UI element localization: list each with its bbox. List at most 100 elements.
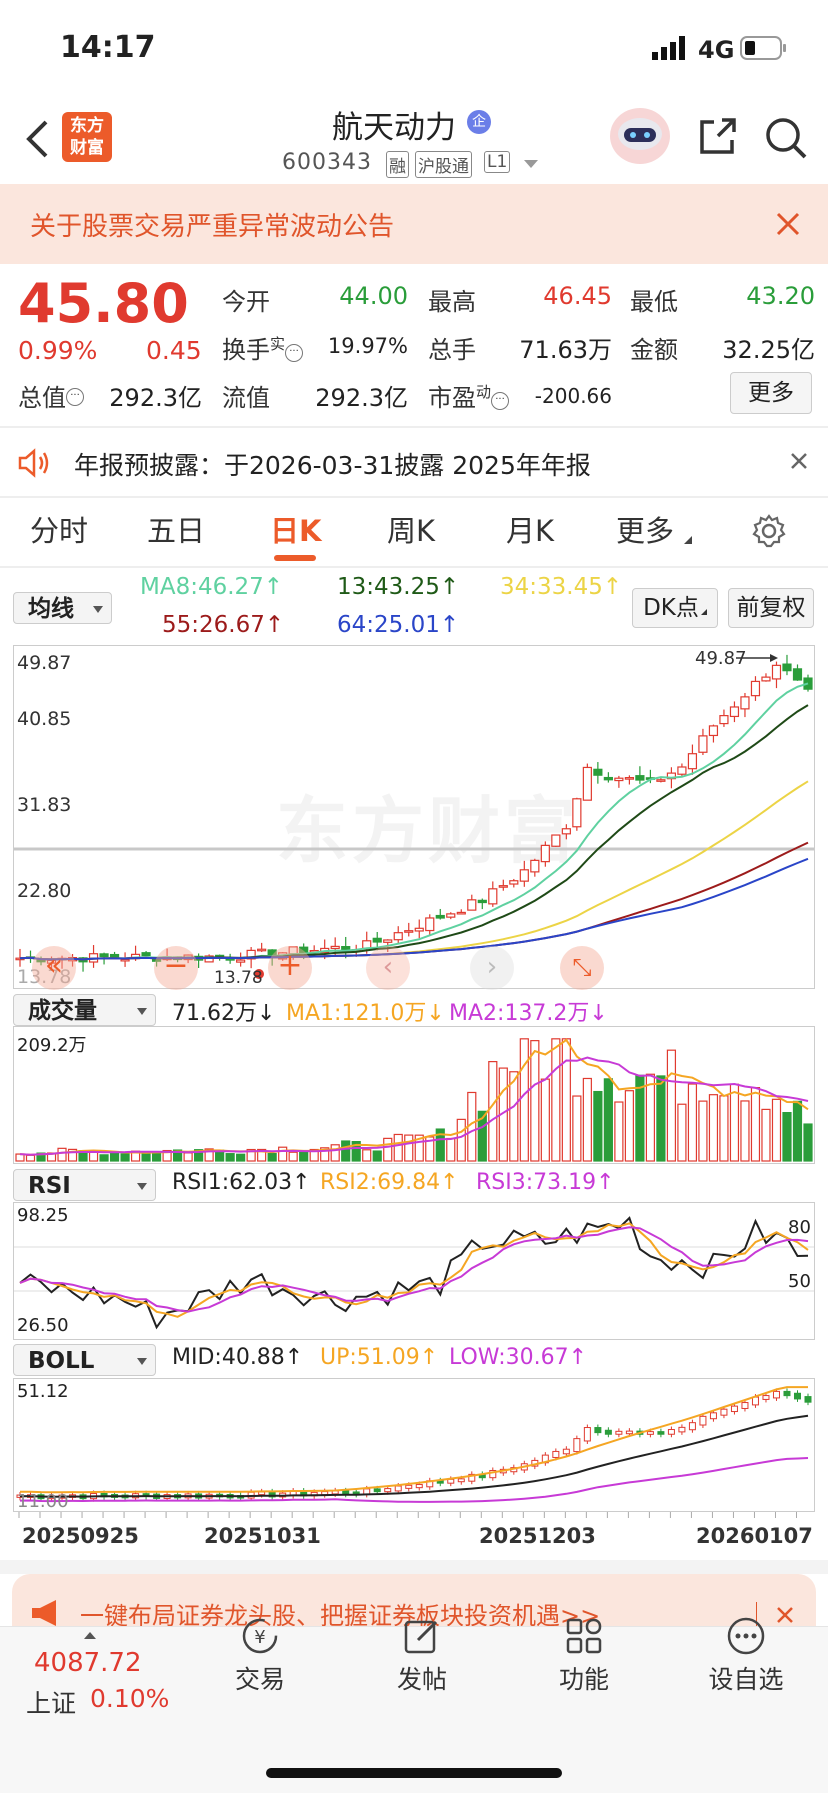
volume-bar xyxy=(162,1149,172,1162)
volume-bar xyxy=(57,1147,67,1162)
dk-point-button[interactable]: DK点 xyxy=(632,588,718,628)
volume-bar xyxy=(750,1087,761,1162)
candle-body xyxy=(614,777,624,782)
tab-monthly-k[interactable]: 月K xyxy=(506,514,555,548)
volume-bar xyxy=(99,1154,109,1162)
scroll-left-button[interactable]: « xyxy=(32,946,76,990)
rsi-plot xyxy=(14,1216,814,1330)
yuan-exchange-icon: ¥ xyxy=(242,1618,278,1654)
announcement-bar[interactable]: 年报预披露：于2026-03-31披露 2025年年报 xyxy=(0,428,828,496)
app-logo[interactable]: 东方 财富 xyxy=(62,112,112,162)
nav-trade[interactable]: ¥ 交易 xyxy=(210,1616,310,1696)
volume-bar xyxy=(393,1133,403,1162)
boll-candle-body xyxy=(699,1415,707,1426)
chevron-down-icon[interactable] xyxy=(524,160,538,168)
volume-plot xyxy=(15,1038,813,1162)
change-percent: 0.99% xyxy=(18,336,98,365)
rsi-chart[interactable]: 98.25 26.50 80 50 xyxy=(13,1202,815,1340)
indicator-selector-ma[interactable]: 均线 xyxy=(13,592,112,624)
kline-high-marker: 49.87 xyxy=(695,648,747,669)
nav-add-watchlist[interactable]: 设自选 xyxy=(696,1616,796,1696)
tab-weekly-k[interactable]: 周K xyxy=(387,514,436,548)
indicator-selector-volume[interactable]: 成交量 xyxy=(13,994,156,1026)
zoom-in-button[interactable]: + xyxy=(268,946,312,990)
metric-label-turnover: 换手实 ··· xyxy=(222,330,304,365)
volume-bar xyxy=(645,1073,656,1162)
close-icon[interactable] xyxy=(776,1606,794,1624)
rsi1-value: RSI1:62.03↑ xyxy=(172,1170,311,1195)
candle-body xyxy=(582,766,592,801)
volume-bar xyxy=(204,1148,214,1162)
nav-functions[interactable]: 功能 xyxy=(534,1616,634,1696)
close-icon[interactable] xyxy=(776,212,800,236)
zoom-out-button[interactable]: − xyxy=(154,946,198,990)
volume-bar xyxy=(278,1146,288,1162)
candle-body xyxy=(750,680,761,697)
back-icon[interactable] xyxy=(26,120,48,158)
volume-bar xyxy=(341,1140,351,1162)
candle-body xyxy=(477,899,487,904)
indicator-selector-rsi[interactable]: RSI xyxy=(13,1169,156,1201)
svg-text:¥: ¥ xyxy=(254,1627,265,1648)
volume-bar xyxy=(551,1038,561,1162)
volume-bar xyxy=(530,1040,540,1162)
enterprise-badge: 企 xyxy=(467,110,491,134)
boll-y-bottom: 11.00 xyxy=(17,1491,69,1512)
volume-bar xyxy=(572,1095,582,1162)
candle-body xyxy=(404,930,414,933)
boll-candle-body xyxy=(415,1483,423,1489)
candle-body xyxy=(467,899,477,911)
promo-banner[interactable]: 一键布局证券龙头股、把握证券板块投资机遇>> xyxy=(12,1574,816,1626)
index-change: 0.10% xyxy=(90,1684,170,1713)
robot-assistant-icon[interactable] xyxy=(608,106,672,168)
boll-candle-body xyxy=(447,1478,455,1484)
index-value[interactable]: 4087.72 xyxy=(34,1648,142,1678)
boll-candle-body xyxy=(615,1430,623,1435)
candle-body xyxy=(425,917,435,932)
kline-watermark: 东方财富 xyxy=(276,788,581,873)
close-icon[interactable] xyxy=(790,452,808,470)
volume-bar xyxy=(708,1094,719,1162)
tab-five-day[interactable]: 五日 xyxy=(147,514,206,548)
gear-icon[interactable] xyxy=(752,514,786,548)
kline-chart[interactable]: 东方财富 49.87 40.85 31.83 22.80 13.78 49.87… xyxy=(13,645,815,990)
volume-bar xyxy=(614,1101,624,1162)
more-button[interactable]: 更多 xyxy=(730,372,812,414)
stock-code: 600343 xyxy=(282,150,372,175)
volume-bar xyxy=(309,1148,319,1162)
volume-chart[interactable]: 209.2万 xyxy=(13,1026,815,1164)
notice-bar[interactable]: 关于股票交易严重异常波动公告 xyxy=(0,184,828,264)
volume-bar xyxy=(36,1152,46,1162)
index-name: 上证 xyxy=(26,1689,77,1718)
prev-button[interactable]: ‹ xyxy=(366,946,410,990)
volume-bar xyxy=(320,1147,330,1162)
candle-body xyxy=(740,696,750,710)
boll-chart[interactable]: 51.12 11.00 xyxy=(13,1378,815,1512)
metric-value-pe: -200.66 xyxy=(534,384,612,408)
volume-bar xyxy=(383,1137,393,1162)
search-icon[interactable] xyxy=(764,116,808,160)
volume-bar xyxy=(593,1090,603,1162)
quote-block: 45.80 0.99% 0.45 今开 44.00 最高 46.45 最低 43… xyxy=(0,264,828,426)
indicator-selector-boll[interactable]: BOLL xyxy=(13,1344,156,1376)
volume-bar xyxy=(729,1083,740,1162)
volume-bar xyxy=(267,1153,277,1162)
next-button[interactable]: › xyxy=(470,946,514,990)
tab-intraday[interactable]: 分时 xyxy=(30,514,89,548)
candle-body xyxy=(635,775,645,781)
share-icon[interactable] xyxy=(696,116,738,158)
tab-daily-k[interactable]: 日K xyxy=(270,514,322,548)
volume-bar xyxy=(624,1090,634,1162)
volume-bar xyxy=(246,1148,256,1162)
boll-candle-body xyxy=(625,1430,633,1435)
boll-candle-body xyxy=(772,1390,780,1399)
tab-more[interactable]: 更多 xyxy=(616,514,675,548)
fullscreen-button[interactable]: ⤡ xyxy=(560,946,604,990)
boll-candle-body xyxy=(583,1427,591,1442)
volume-bar xyxy=(477,1110,487,1162)
boll-candle-body xyxy=(394,1485,402,1492)
adjustment-button[interactable]: 前复权 xyxy=(728,588,814,628)
candle-body xyxy=(456,911,466,915)
nav-post[interactable]: 发帖 xyxy=(372,1616,472,1696)
date-ticks xyxy=(18,1512,797,1518)
